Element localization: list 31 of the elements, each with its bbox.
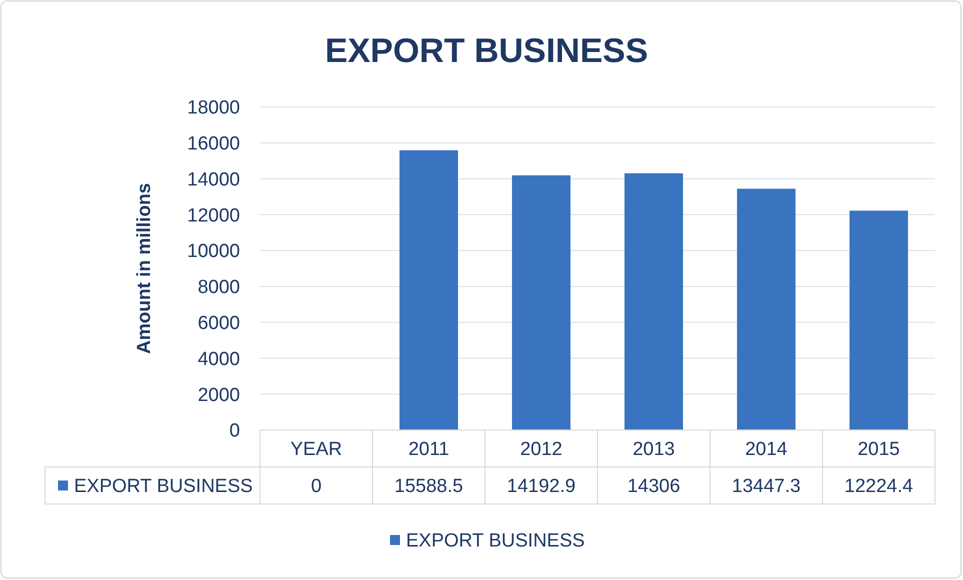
data-label: 14306	[627, 476, 680, 498]
bar	[737, 188, 796, 430]
x-tick-label: 2012	[520, 439, 562, 460]
data-label: 12224.4	[844, 476, 914, 498]
y-tick-label: 16000	[187, 134, 240, 155]
x-tick-label: 2011	[408, 439, 450, 460]
bar	[624, 173, 683, 430]
y-tick-label: 2000	[198, 384, 240, 406]
text: EXPORT BUSINESS	[74, 476, 253, 498]
y-tick-label: 6000	[198, 312, 240, 334]
y-axis-title: Amount in millions	[134, 183, 155, 354]
bar	[850, 210, 908, 430]
y-tick-label: 12000	[187, 205, 240, 226]
y-tick-label: 10000	[187, 241, 240, 262]
bar	[400, 150, 458, 430]
y-tick-label: 18000	[187, 98, 240, 119]
chart-title: EXPORT BUSINESS	[324, 32, 648, 70]
data-label: 15588.5	[394, 476, 464, 498]
y-tick-label: 4000	[198, 348, 240, 370]
data-label: 13447.3	[732, 476, 801, 498]
bar	[512, 175, 570, 430]
legend-label: EXPORT BUSINESS	[406, 530, 585, 552]
x-tick-label: 2015	[858, 439, 900, 460]
data-label: 14192.9	[506, 476, 576, 498]
y-tick-label: 8000	[198, 277, 240, 298]
y-tick-label: 0	[229, 420, 240, 442]
x-tick-label: 2013	[632, 439, 675, 460]
x-tick-label: YEAR	[290, 439, 342, 460]
data-label: 0	[310, 476, 322, 498]
x-tick-label: 2014	[745, 439, 788, 460]
y-tick-label: 14000	[187, 169, 240, 190]
